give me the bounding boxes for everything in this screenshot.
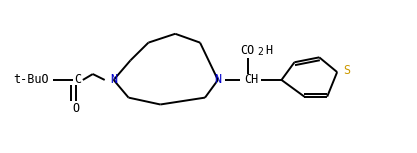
Text: S: S: [344, 64, 351, 77]
Text: O: O: [72, 102, 80, 115]
Text: CO: CO: [241, 44, 255, 57]
Text: 2: 2: [258, 47, 264, 57]
Text: t-BuO: t-BuO: [13, 73, 49, 86]
Text: C: C: [74, 73, 81, 86]
Text: H: H: [265, 44, 272, 57]
Text: N: N: [110, 73, 117, 86]
Text: N: N: [214, 73, 221, 86]
Text: CH: CH: [245, 73, 259, 86]
